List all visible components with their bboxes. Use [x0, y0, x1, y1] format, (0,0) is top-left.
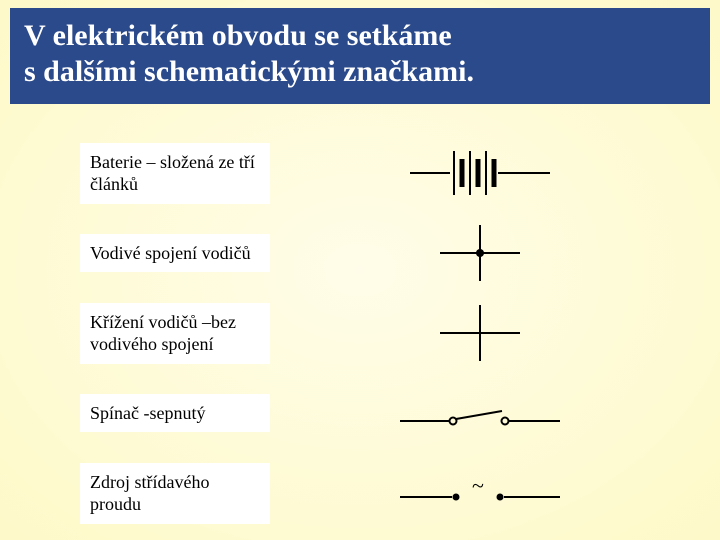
list-item: Zdroj střídavého proudu ~ — [80, 460, 660, 526]
battery-icon — [410, 143, 550, 203]
switch-closed-icon — [400, 393, 560, 433]
symbol-junction — [270, 220, 660, 286]
slide-header: V elektrickém obvodu se setkáme s dalším… — [10, 8, 710, 104]
header-line1: V elektrickém obvodu se setkáme — [24, 19, 452, 52]
label-ac: Zdroj střídavého proudu — [80, 463, 270, 524]
ac-source-icon: ~ — [400, 473, 560, 513]
label-switch: Spínač -sepnutý — [80, 394, 270, 433]
list-item: Křížení vodičů –bez vodivého spojení — [80, 300, 660, 366]
label-junction: Vodivé spojení vodičů — [80, 234, 270, 273]
symbol-switch — [270, 380, 660, 446]
crossing-icon — [420, 303, 540, 363]
label-crossing: Křížení vodičů –bez vodivého spojení — [80, 303, 270, 364]
junction-icon — [420, 223, 540, 283]
label-battery: Baterie – složená ze tří článků — [80, 143, 270, 204]
symbol-list: Baterie – složená ze tří článků Vodivé s… — [80, 140, 660, 540]
list-item: Spínač -sepnutý — [80, 380, 660, 446]
header-line2: s dalšími schematickými značkami. — [24, 55, 474, 88]
list-item: Baterie – složená ze tří článků — [80, 140, 660, 206]
symbol-ac: ~ — [270, 460, 660, 526]
svg-text:~: ~ — [472, 473, 484, 498]
list-item: Vodivé spojení vodičů — [80, 220, 660, 286]
symbol-crossing — [270, 300, 660, 366]
header-title: V elektrickém obvodu se setkáme s dalším… — [24, 18, 696, 90]
symbol-battery — [270, 140, 660, 206]
